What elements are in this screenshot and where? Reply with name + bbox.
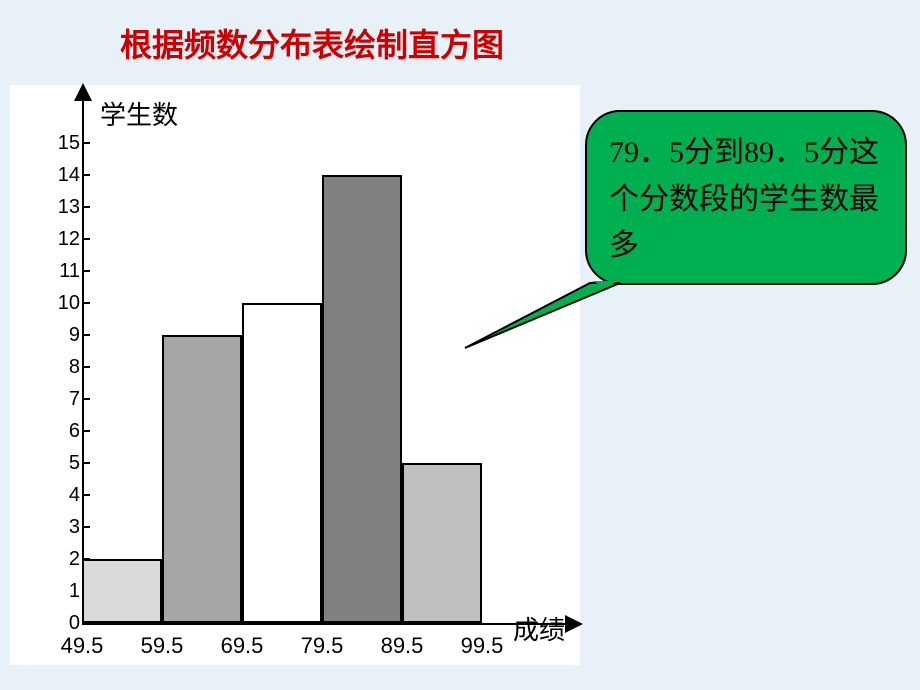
x-tick-label: 79.5 [292, 633, 352, 659]
y-tick-label: 4 [40, 484, 80, 507]
y-tick-label: 15 [40, 132, 80, 155]
callout-bubble: 79．5分到89．5分这个分数段的学生数最多 [585, 110, 907, 285]
x-tick-label: 49.5 [52, 633, 112, 659]
y-axis-label: 学生数 [100, 95, 178, 132]
page-title: 根据频数分布表绘制直方图 [120, 20, 504, 66]
y-tick-mark [82, 526, 90, 528]
y-tick-label: 13 [40, 196, 80, 219]
y-tick-mark [82, 270, 90, 272]
y-tick-label: 12 [40, 228, 80, 251]
y-tick-label: 11 [40, 260, 80, 283]
y-tick-mark [82, 462, 90, 464]
y-tick-mark [82, 142, 90, 144]
x-axis-line [82, 623, 572, 625]
y-tick-mark [82, 206, 90, 208]
y-tick-mark [82, 174, 90, 176]
y-tick-mark [82, 238, 90, 240]
y-tick-label: 14 [40, 164, 80, 187]
y-tick-mark [82, 366, 90, 368]
y-tick-label: 8 [40, 356, 80, 379]
histogram-bar [162, 335, 242, 623]
histogram-bar [82, 559, 162, 623]
histogram-bar [242, 303, 322, 623]
histogram-chart: 学生数 成绩 0123456789101112131415 49.559.569… [10, 85, 580, 665]
y-tick-mark [82, 334, 90, 336]
y-tick-label: 3 [40, 516, 80, 539]
y-tick-label: 7 [40, 388, 80, 411]
x-tick-label: 89.5 [372, 633, 432, 659]
y-tick-mark [82, 398, 90, 400]
x-axis-label: 成绩 [513, 610, 565, 647]
histogram-bar [402, 463, 482, 623]
y-tick-label: 1 [40, 580, 80, 603]
y-tick-label: 0 [40, 612, 80, 635]
y-tick-mark [82, 302, 90, 304]
x-tick-label: 69.5 [212, 633, 272, 659]
y-tick-mark [82, 430, 90, 432]
x-axis-arrow-icon [565, 615, 583, 633]
histogram-bar [322, 175, 402, 623]
y-tick-label: 10 [40, 292, 80, 315]
y-tick-mark [82, 494, 90, 496]
y-axis-line [82, 90, 84, 625]
y-axis-arrow-icon [74, 83, 92, 101]
y-tick-label: 5 [40, 452, 80, 475]
y-tick-label: 9 [40, 324, 80, 347]
y-tick-label: 2 [40, 548, 80, 571]
x-tick-label: 99.5 [452, 633, 512, 659]
x-tick-label: 59.5 [132, 633, 192, 659]
y-tick-label: 6 [40, 420, 80, 443]
